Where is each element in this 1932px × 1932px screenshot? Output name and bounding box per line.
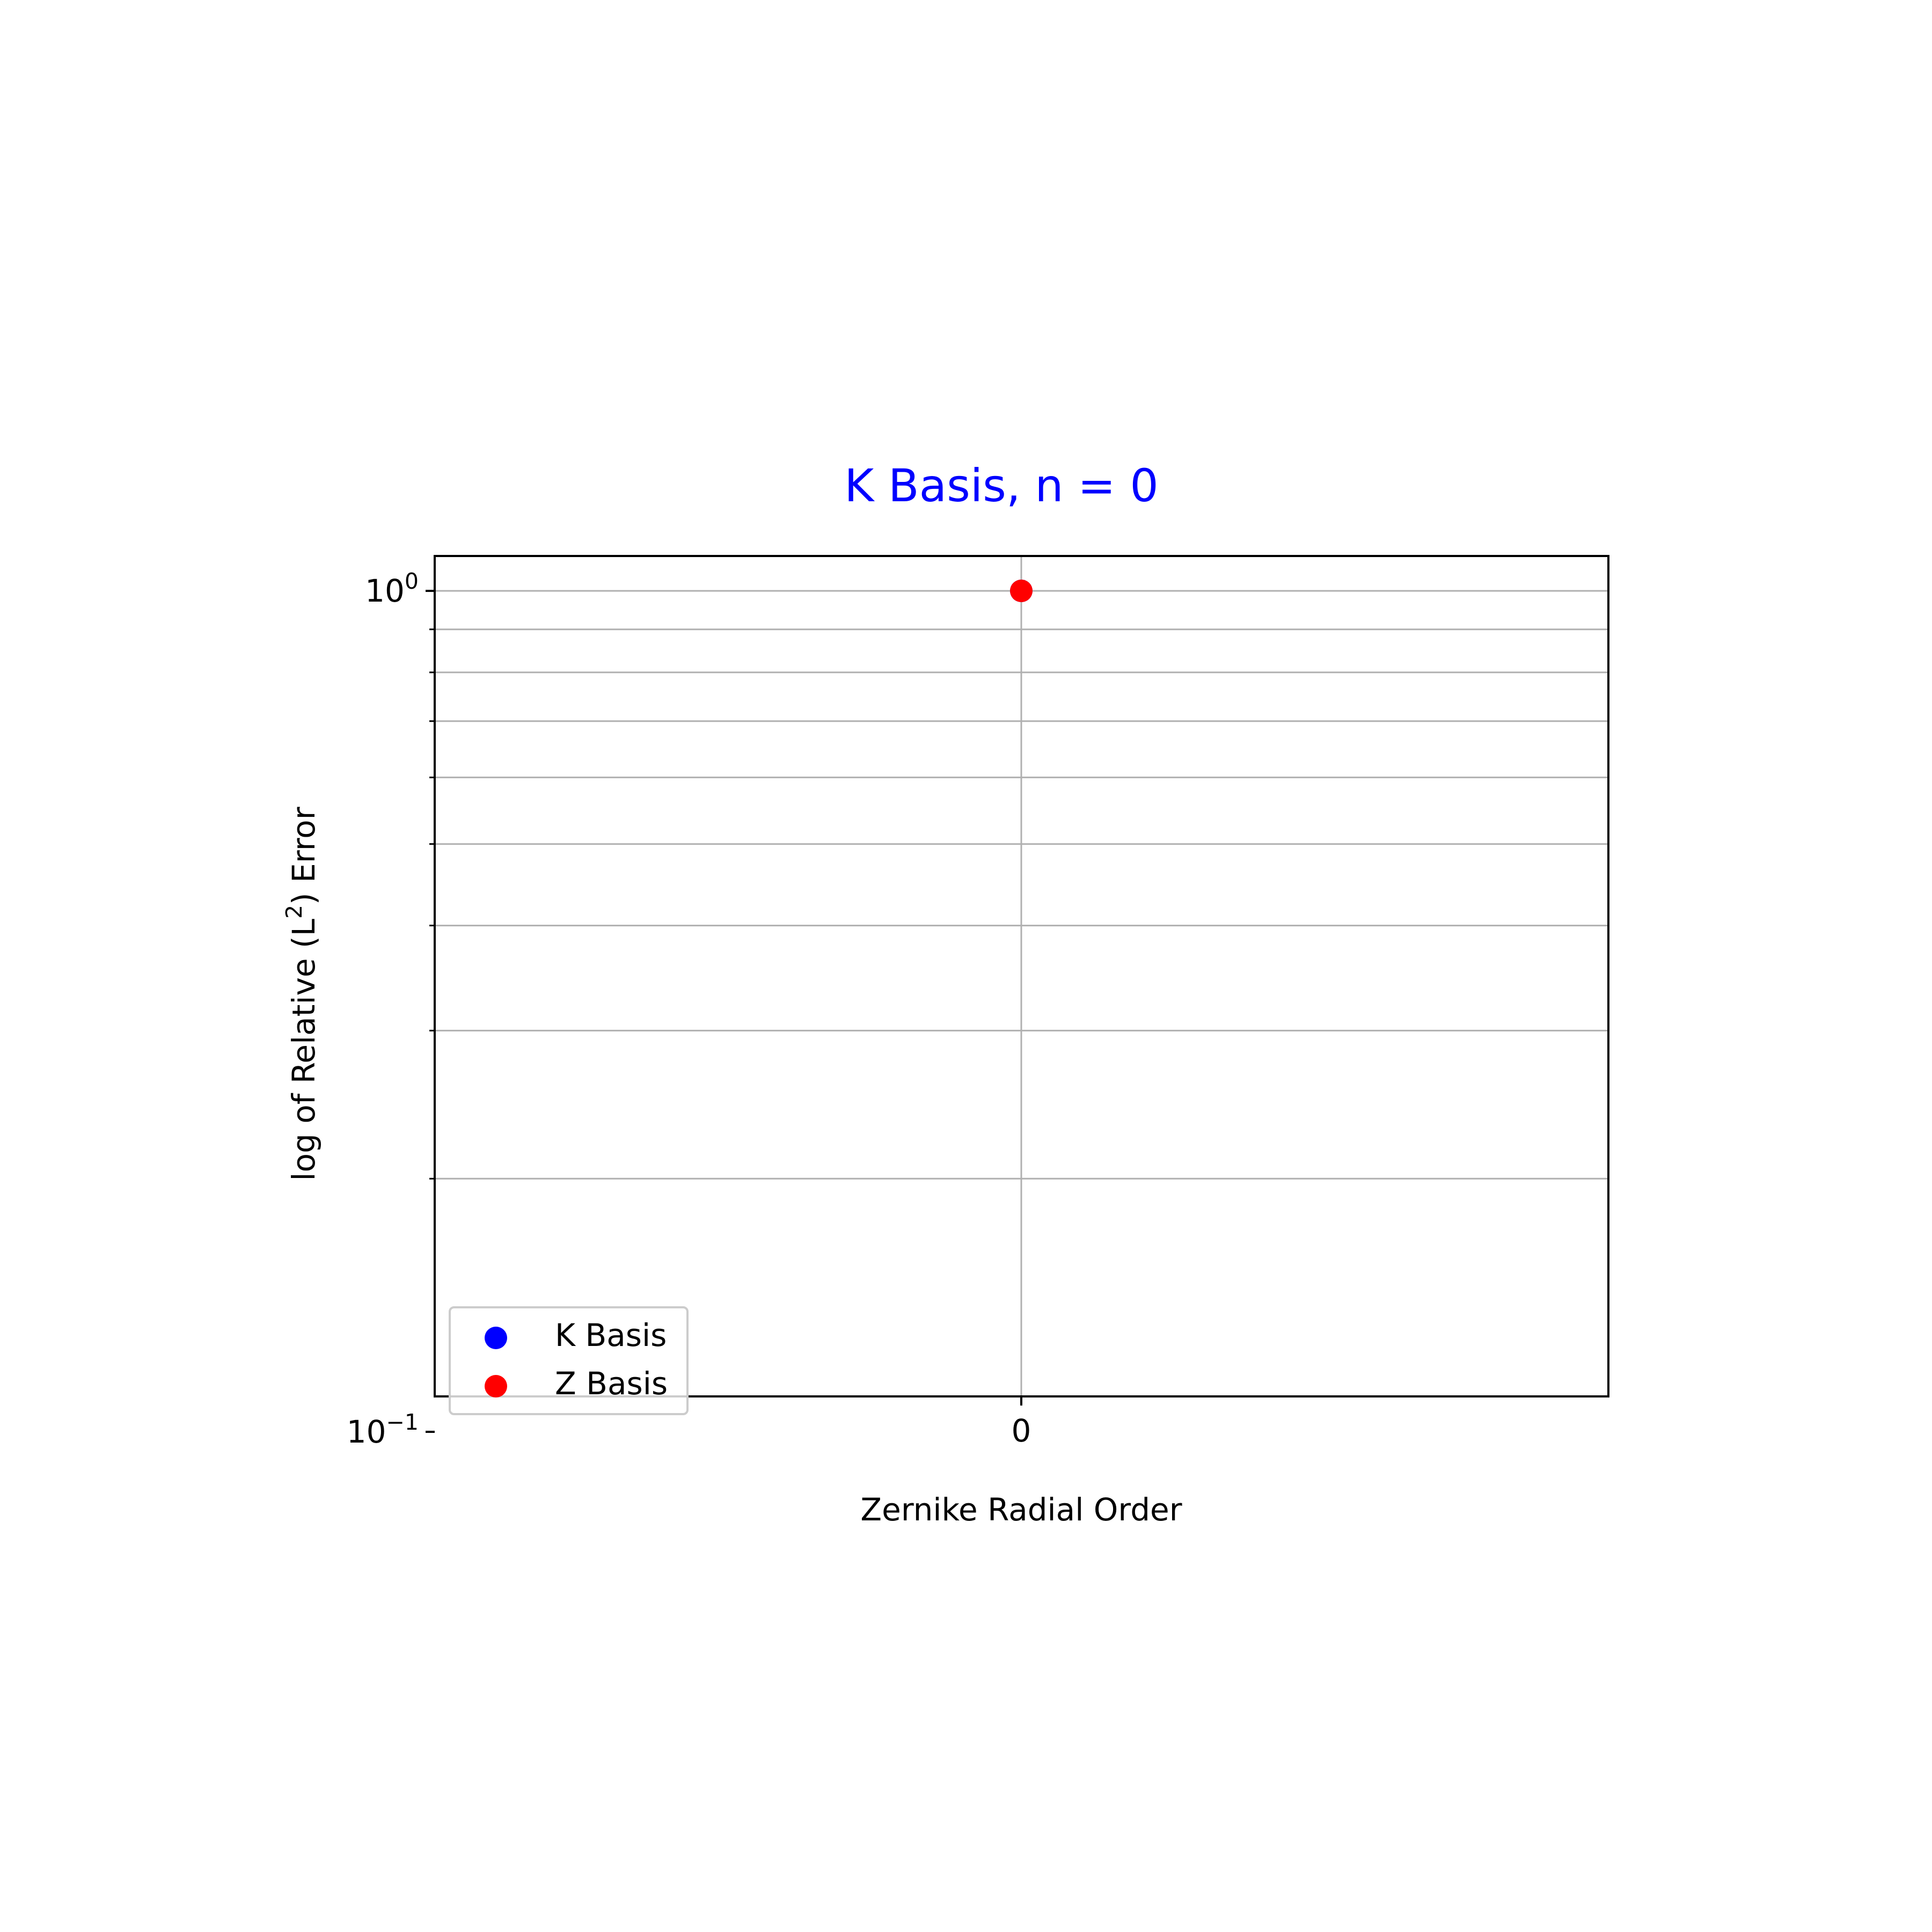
x-axis-label: Zernike Radial Order (860, 1491, 1182, 1528)
legend: K Basis Z Basis (449, 1306, 689, 1415)
y-axis-label-prefix: log of Relative (L (286, 919, 322, 1181)
y-tick-label-base: 10 (365, 573, 405, 609)
y-tick-label-exponent: −1 (386, 1409, 419, 1435)
legend-marker-z-basis (485, 1375, 507, 1397)
x-tick-label: 0 (1012, 1413, 1031, 1449)
legend-marker-k-basis (485, 1327, 507, 1349)
y-tick-label-base: 10 (347, 1414, 386, 1450)
data-point-z-basis (1010, 580, 1033, 602)
chart-title: K Basis, n = 0 (844, 459, 1159, 512)
y-tick-label: 10−1 (347, 1409, 419, 1450)
grid-lines (435, 556, 1608, 1396)
data-points (1010, 580, 1033, 602)
y-axis-label-suffix: ) Error (286, 807, 322, 905)
y-tick-label-exponent: 0 (405, 568, 419, 594)
legend-box (449, 1306, 689, 1415)
y-tick-label: 100 (365, 568, 419, 609)
legend-label-k-basis: K Basis (555, 1317, 667, 1353)
y-axis-label: log of Relative (L2) Error (281, 807, 322, 1181)
legend-label-z-basis: Z Basis (555, 1365, 668, 1402)
y-axis-label-superscript: 2 (281, 905, 307, 919)
